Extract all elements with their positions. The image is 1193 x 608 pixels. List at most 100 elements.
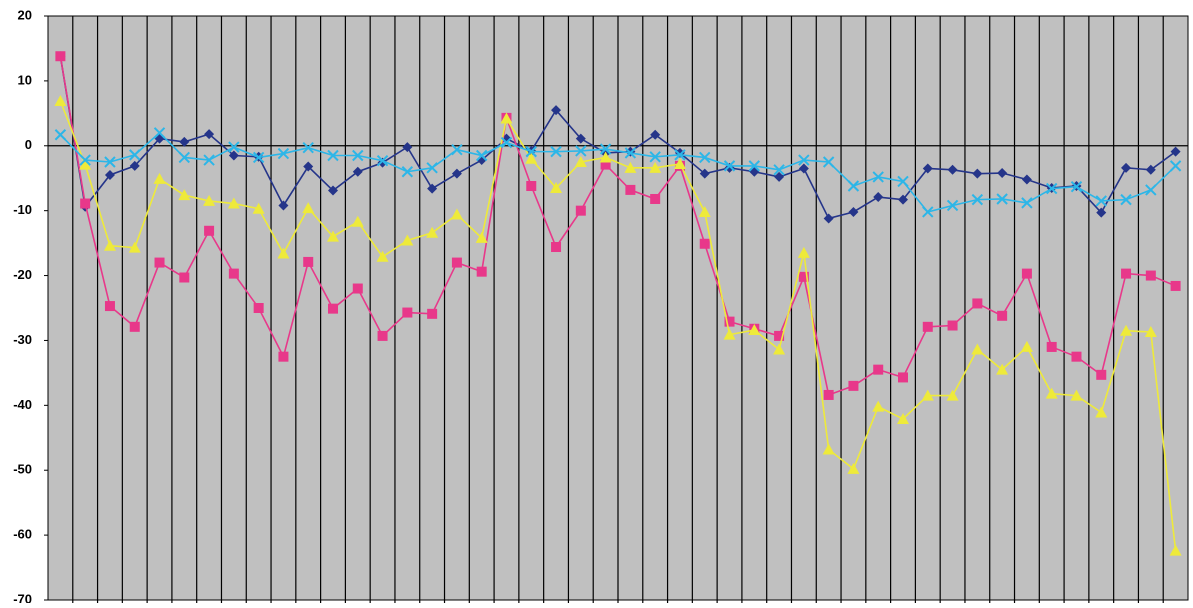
point (526, 181, 537, 192)
point (774, 171, 785, 182)
point (178, 151, 191, 164)
point (228, 150, 239, 161)
point (476, 266, 487, 277)
point (872, 400, 885, 412)
point (1070, 389, 1083, 401)
y-tick-label: -10 (13, 202, 32, 217)
point (599, 143, 612, 155)
point (79, 158, 92, 170)
point (551, 105, 562, 116)
point (624, 147, 637, 159)
point (1071, 351, 1082, 362)
point (1095, 406, 1108, 418)
point (574, 156, 587, 167)
point (252, 151, 265, 164)
point (278, 351, 289, 362)
point (575, 145, 587, 157)
point (426, 162, 438, 174)
point (649, 161, 662, 173)
point (898, 372, 908, 383)
point (1145, 184, 1157, 196)
point (54, 129, 67, 141)
point (1021, 197, 1033, 209)
point (996, 363, 1009, 375)
point (674, 149, 686, 161)
y-tick-label: -40 (13, 397, 32, 412)
point (822, 156, 835, 168)
point (823, 213, 834, 224)
point (55, 51, 66, 62)
point (302, 142, 314, 154)
point (153, 172, 166, 184)
point (624, 161, 637, 173)
point (376, 154, 389, 167)
point (1020, 340, 1033, 352)
point (971, 343, 984, 355)
point (1096, 207, 1107, 218)
point (1070, 180, 1083, 193)
point (104, 301, 115, 312)
point (1121, 268, 1132, 279)
point (252, 202, 265, 214)
point (625, 184, 636, 195)
point (847, 462, 860, 474)
point (103, 239, 116, 251)
point (698, 205, 711, 217)
point (80, 198, 91, 209)
point (575, 205, 586, 216)
y-tick-label: -50 (13, 462, 32, 477)
point (551, 242, 562, 253)
y-tick-label: -60 (13, 527, 32, 542)
point (748, 324, 761, 336)
point (822, 443, 835, 455)
point (897, 412, 909, 424)
point (204, 129, 215, 140)
point (54, 95, 67, 107)
point (946, 199, 959, 212)
point (1045, 182, 1058, 195)
point (947, 320, 958, 331)
point (427, 308, 438, 319)
point (303, 161, 314, 172)
point (278, 200, 289, 211)
y-tick-label: -20 (13, 267, 32, 282)
point (848, 206, 859, 217)
point (376, 250, 389, 262)
point (475, 231, 488, 243)
point (947, 164, 958, 175)
point (277, 247, 290, 259)
point (79, 154, 91, 166)
point (971, 193, 984, 206)
point (922, 206, 934, 218)
point (1170, 146, 1181, 157)
series-line (59, 56, 1176, 397)
point (673, 157, 686, 169)
point (451, 143, 463, 156)
point (872, 171, 884, 183)
point (352, 283, 363, 294)
point (327, 230, 339, 242)
point (873, 364, 884, 375)
series (54, 95, 1182, 556)
point (402, 307, 413, 318)
point (426, 226, 439, 238)
point (773, 343, 786, 355)
point (1120, 324, 1133, 336)
point (402, 142, 413, 153)
point (204, 225, 215, 236)
point (1046, 341, 1057, 352)
point (1095, 195, 1107, 207)
point (898, 194, 908, 205)
point (699, 168, 710, 179)
point (550, 181, 563, 193)
point (921, 389, 934, 401)
point (500, 136, 513, 149)
point (203, 194, 216, 206)
point (922, 163, 933, 174)
series-line (59, 131, 1177, 213)
point (352, 149, 364, 162)
point (401, 234, 414, 246)
point (1121, 162, 1132, 173)
point (227, 197, 240, 209)
